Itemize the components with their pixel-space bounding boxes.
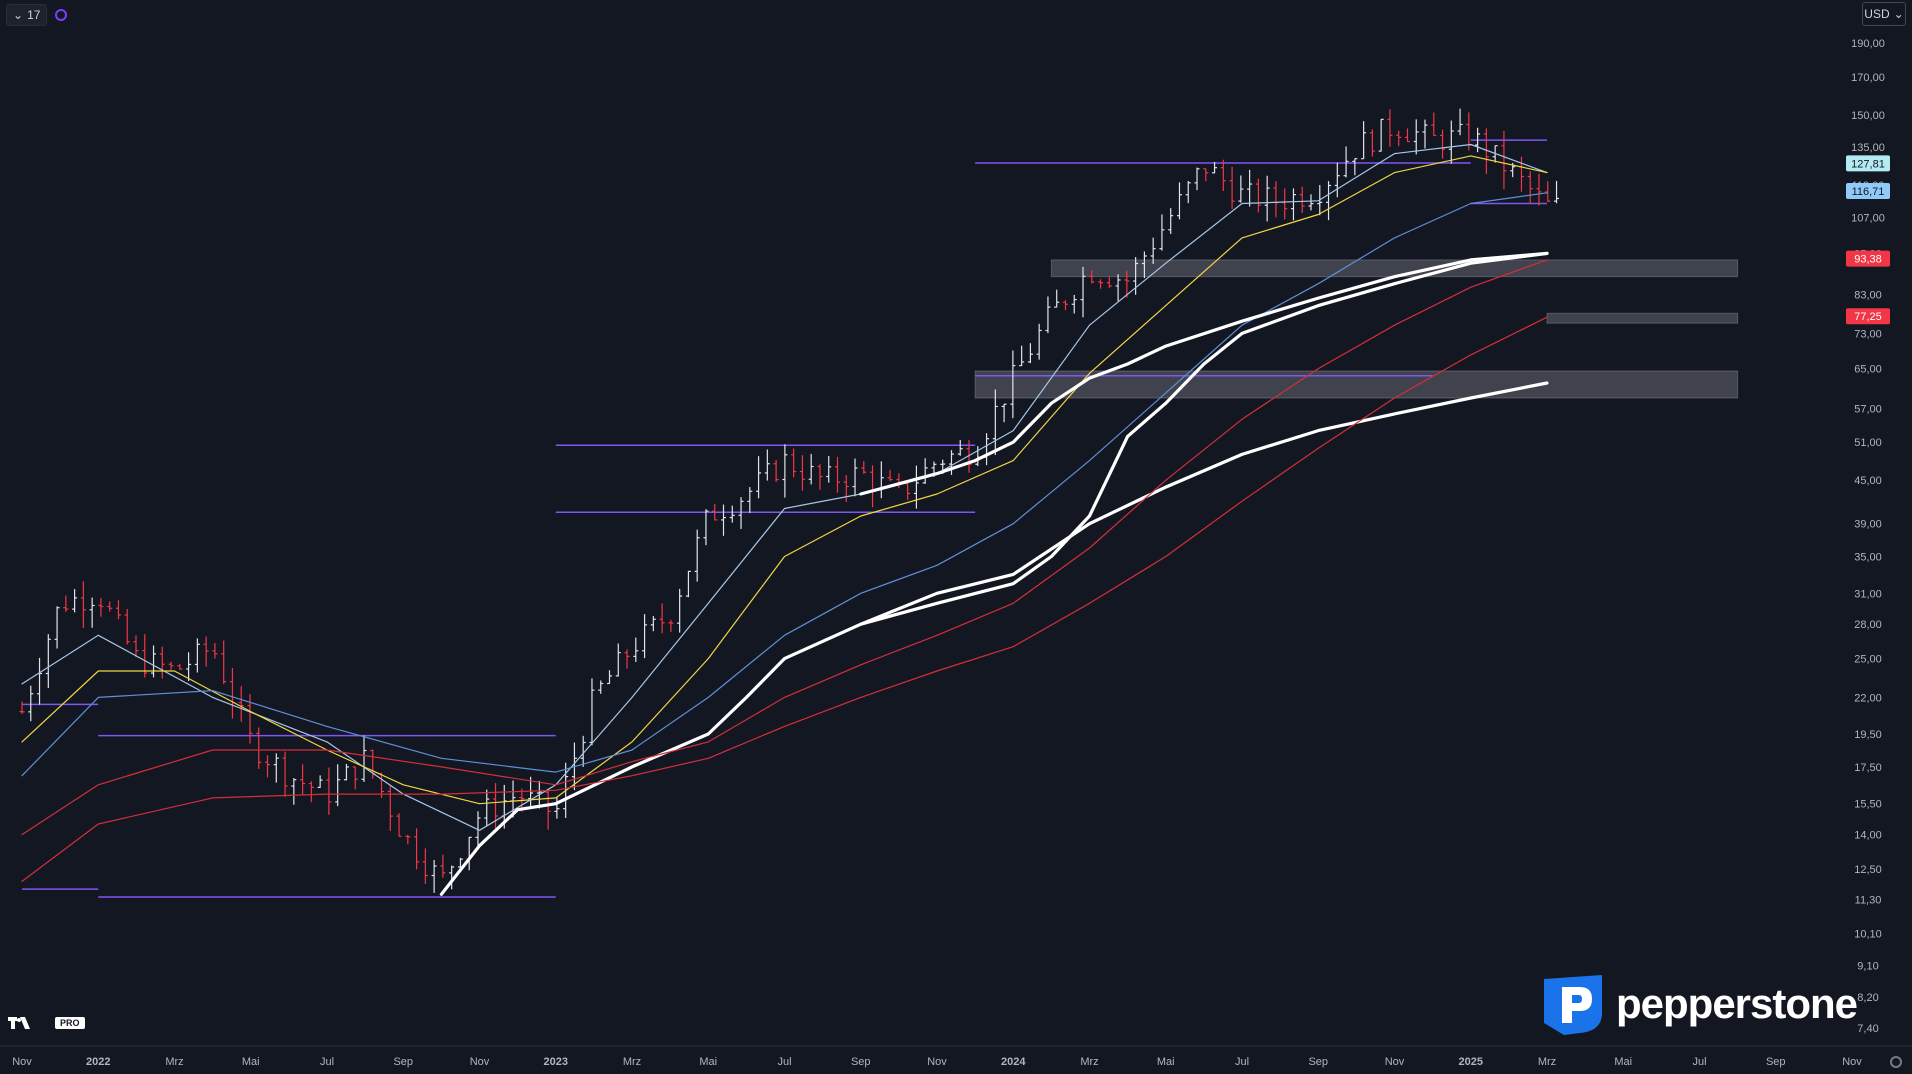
- y-tick-label: 45,00: [1854, 475, 1882, 487]
- moving-average-line-1: [21, 143, 1548, 831]
- moving-average-line-7: [21, 259, 1548, 836]
- x-tick-label: 2025: [1459, 1056, 1483, 1068]
- x-tick-label: Mai: [699, 1056, 717, 1068]
- y-tick-label: 150,00: [1851, 110, 1885, 122]
- x-tick-label: Sep: [1308, 1056, 1328, 1068]
- y-tick-label: 57,00: [1854, 403, 1882, 415]
- currency-label: USD: [1864, 7, 1890, 21]
- pro-badge: PRO: [55, 1017, 85, 1029]
- x-tick-label: Nov: [1842, 1056, 1862, 1068]
- x-tick-label: Mrz: [165, 1056, 183, 1068]
- x-tick-label: Nov: [12, 1056, 32, 1068]
- price-label-text: 77,25: [1854, 311, 1882, 323]
- y-tick-label: 10,10: [1854, 929, 1882, 941]
- chevron-down-icon: ⌄: [13, 8, 24, 22]
- moving-average-line-3: [21, 192, 1548, 777]
- support-zone: [1050, 259, 1739, 278]
- x-tick-label: Sep: [1766, 1056, 1786, 1068]
- x-tick-label: Mrz: [623, 1056, 641, 1068]
- tradingview-logo[interactable]: PRO: [8, 1016, 85, 1030]
- y-tick-label: 15,50: [1854, 799, 1882, 811]
- y-tick-label: 19,50: [1854, 729, 1882, 741]
- price-label-text: 116,71: [1852, 186, 1885, 198]
- price-label-box: [1846, 155, 1890, 172]
- chevron-down-icon: ⌄: [1893, 7, 1904, 21]
- top-toolbar: ⌄ 17: [6, 4, 68, 26]
- x-tick-label: Mai: [242, 1056, 260, 1068]
- y-tick-label: 7,40: [1857, 1023, 1878, 1035]
- y-tick-label: 25,00: [1854, 654, 1882, 666]
- y-tick-label: 83,00: [1854, 289, 1882, 301]
- price-label-box: [1846, 250, 1890, 267]
- x-tick-label: Mrz: [1538, 1056, 1556, 1068]
- y-tick-label: 22,00: [1854, 692, 1882, 704]
- y-tick-label: 31,00: [1854, 588, 1882, 600]
- support-zone: [1546, 312, 1739, 324]
- pepperstone-logo-icon: [1544, 975, 1602, 1035]
- tradingview-logo-icon: [8, 1017, 30, 1029]
- currency-button[interactable]: USD ⌄: [1862, 2, 1906, 26]
- x-tick-label: Sep: [851, 1056, 871, 1068]
- y-tick-label: 190,00: [1851, 38, 1885, 50]
- y-tick-label: 14,00: [1854, 830, 1882, 842]
- y-tick-label: 11,30: [1855, 895, 1882, 907]
- x-tick-label: Jul: [1692, 1056, 1706, 1068]
- moving-average-line-2: [21, 155, 1548, 805]
- y-tick-label: 51,00: [1854, 437, 1882, 449]
- x-tick-label: Mai: [1614, 1056, 1632, 1068]
- x-tick-label: Nov: [927, 1056, 947, 1068]
- y-tick-label: 107,00: [1851, 212, 1885, 224]
- y-tick-label: 73,00: [1854, 328, 1882, 340]
- y-tick-label: 135,00: [1851, 142, 1885, 154]
- settings-icon[interactable]: [1890, 1056, 1902, 1068]
- moving-average-line-4: [439, 251, 1549, 896]
- x-tick-label: Mrz: [1080, 1056, 1098, 1068]
- interval-button[interactable]: ⌄ 17: [6, 4, 48, 26]
- price-label-box: [1846, 182, 1890, 199]
- moving-average-line-6: [859, 381, 1549, 626]
- x-tick-label: 2024: [1001, 1056, 1026, 1068]
- sync-icon[interactable]: [55, 9, 68, 21]
- y-tick-label: 170,00: [1851, 72, 1885, 84]
- x-tick-label: 2023: [544, 1056, 568, 1068]
- x-tick-label: Nov: [1385, 1056, 1405, 1068]
- moving-average-line-8: [21, 316, 1548, 882]
- brand-watermark: pepperstone: [1540, 973, 1858, 1035]
- moving-average-line-5: [859, 251, 1549, 496]
- y-tick-label: 65,00: [1854, 364, 1882, 376]
- x-tick-label: Jul: [777, 1056, 791, 1068]
- brand-name: pepperstone: [1616, 980, 1858, 1027]
- y-tick-label: 9,10: [1857, 960, 1878, 972]
- x-tick-label: Sep: [393, 1056, 413, 1068]
- x-tick-label: Nov: [470, 1056, 490, 1068]
- price-label-text: 127,81: [1851, 158, 1885, 170]
- price-label-box: [1846, 308, 1890, 325]
- x-tick-label: 2022: [86, 1056, 110, 1068]
- x-tick-label: Jul: [320, 1056, 334, 1068]
- y-tick-label: 35,00: [1854, 552, 1882, 564]
- interval-label: 17: [27, 8, 41, 22]
- y-tick-label: 8,20: [1857, 992, 1878, 1004]
- y-tick-label: 39,00: [1854, 519, 1882, 531]
- y-tick-label: 28,00: [1854, 619, 1882, 631]
- y-tick-label: 17,50: [1854, 762, 1882, 774]
- x-tick-label: Mai: [1157, 1056, 1175, 1068]
- x-tick-label: Jul: [1235, 1056, 1249, 1068]
- price-label-text: 93,38: [1854, 254, 1882, 266]
- y-tick-label: 12,50: [1854, 864, 1882, 876]
